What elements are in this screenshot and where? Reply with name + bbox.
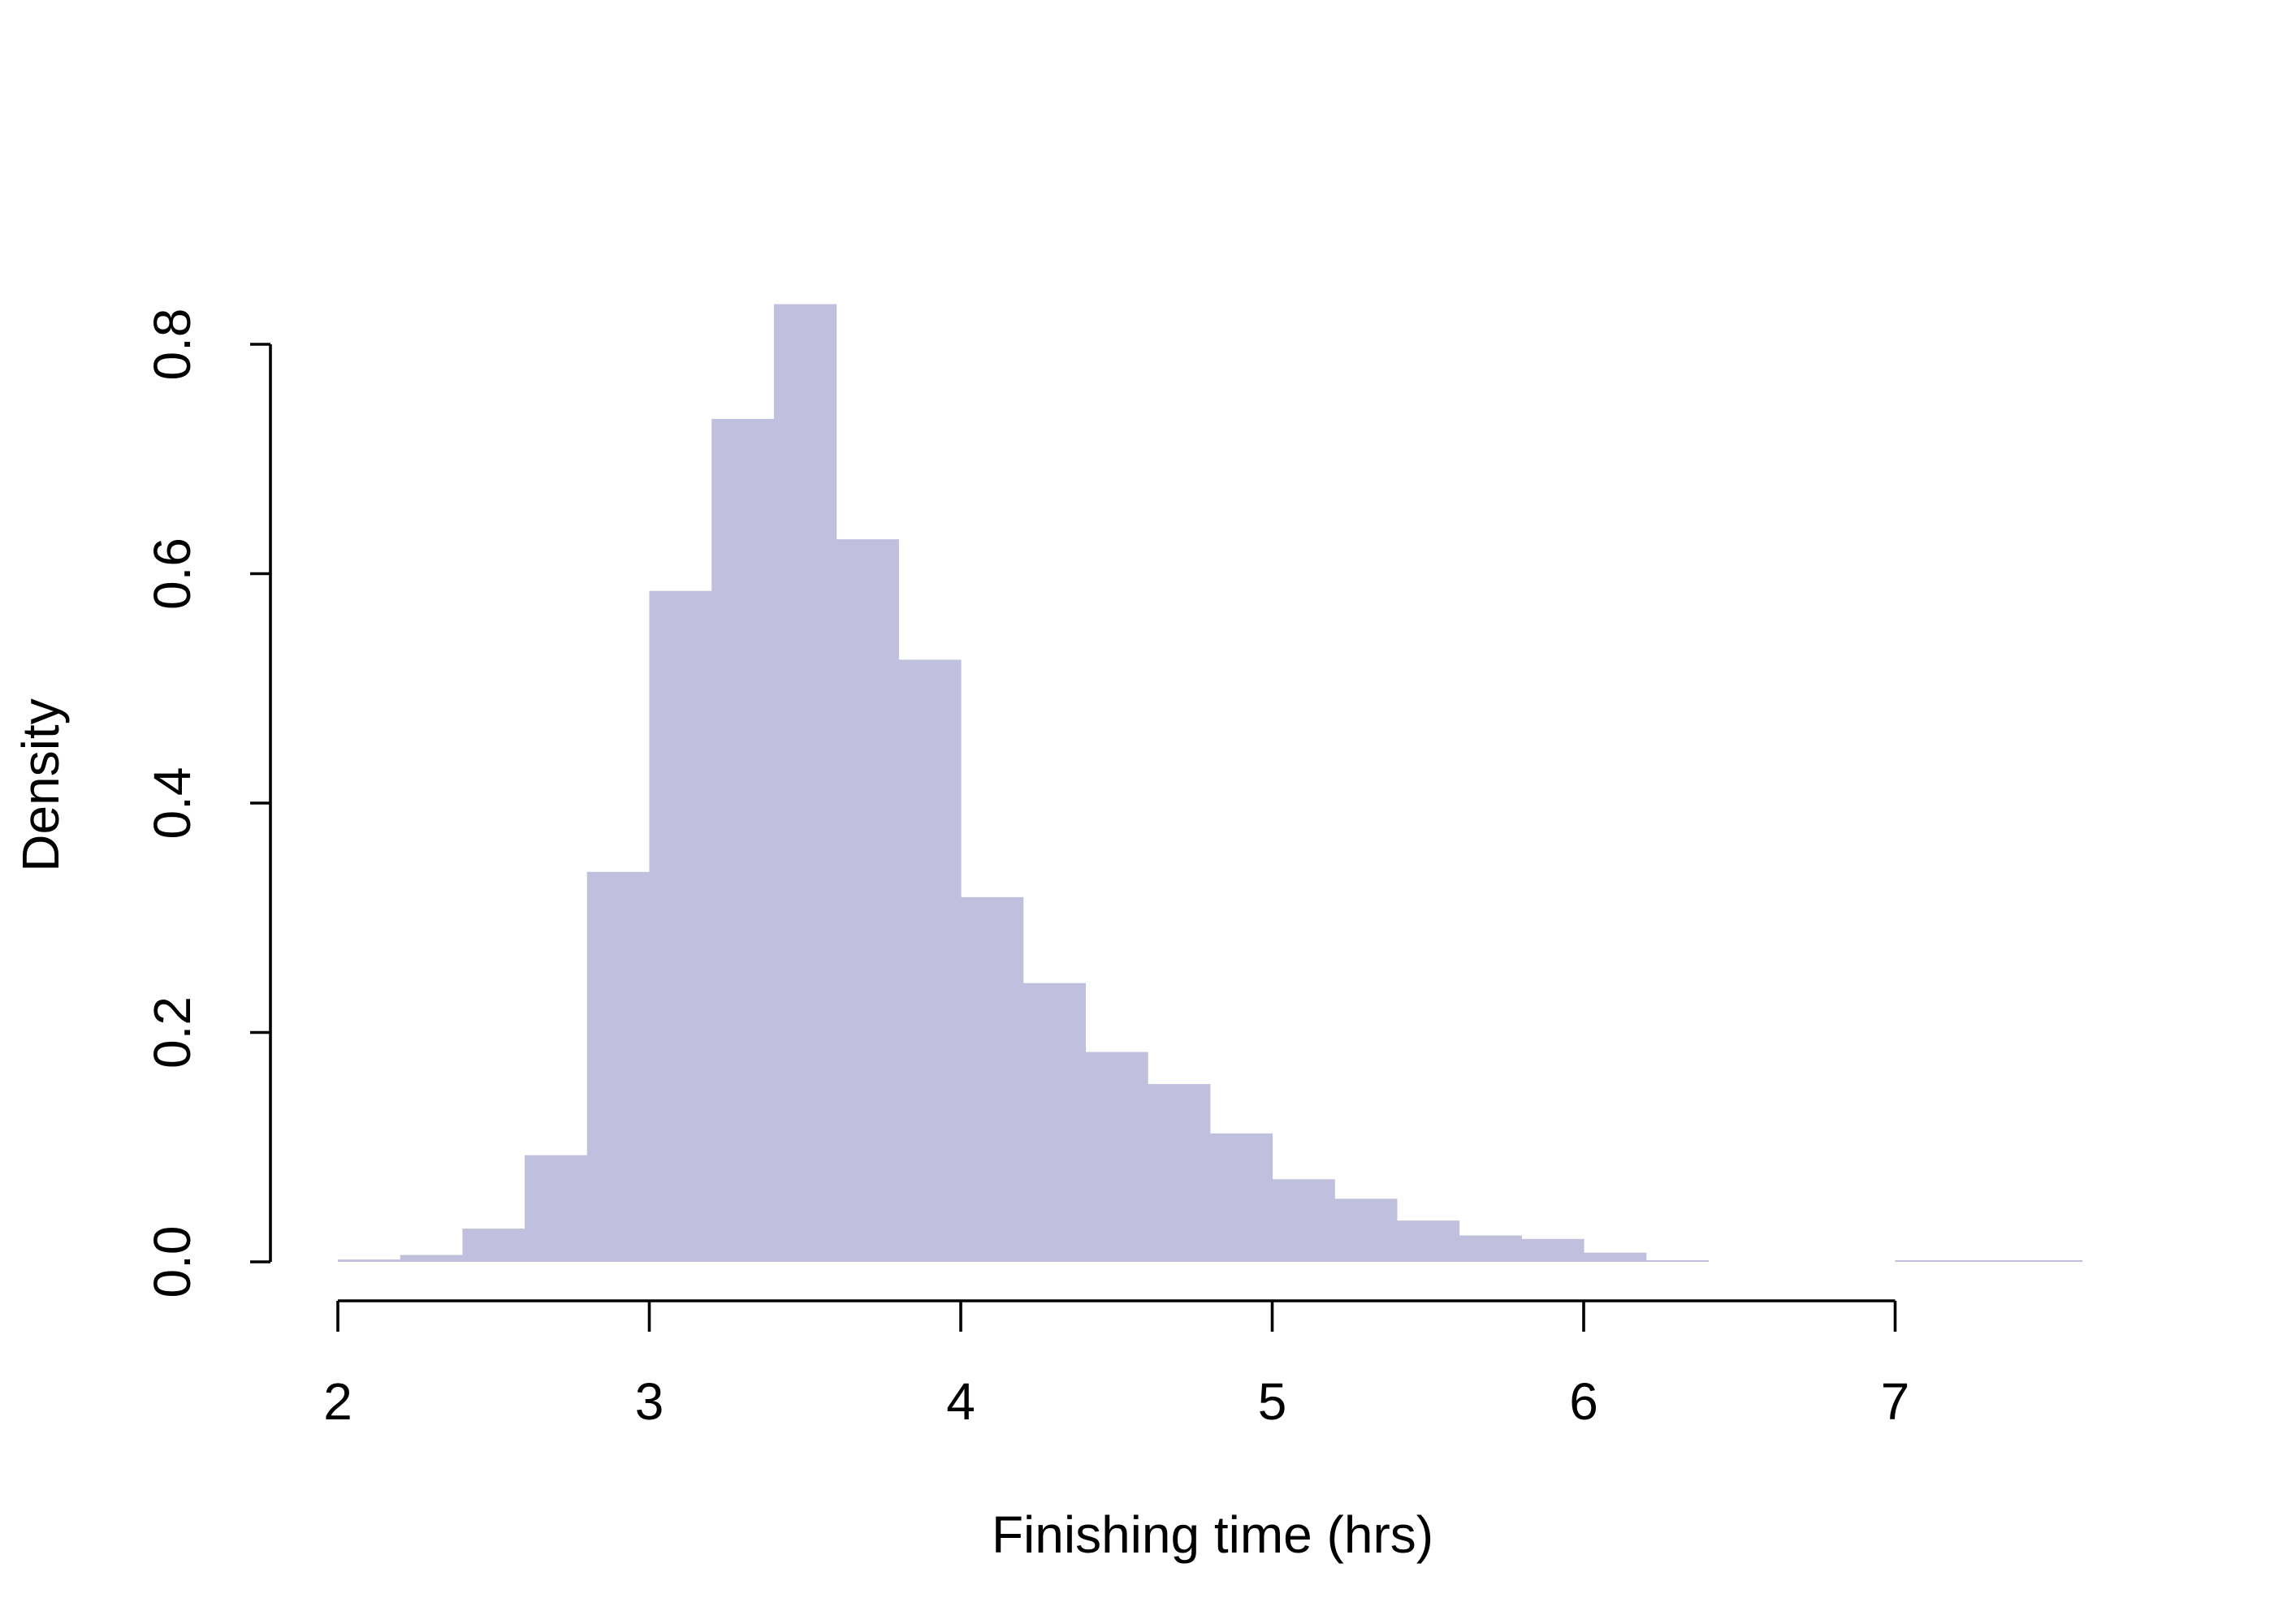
x-tick-label: 7 (1881, 1372, 1910, 1431)
histogram-bar (1584, 1252, 1647, 1262)
x-tick-label: 5 (1258, 1372, 1287, 1431)
histogram-bar (586, 871, 651, 1262)
histogram-bar (400, 1255, 463, 1262)
y-tick-label: 0.6 (143, 538, 201, 610)
y-tick-label: 0.4 (143, 767, 201, 840)
histogram-bar (711, 418, 775, 1262)
histogram-bar (836, 539, 899, 1263)
y-tick-label: 0.0 (143, 1226, 201, 1298)
x-axis-title: Finishing time (hrs) (992, 1505, 1433, 1564)
histogram-bar (1334, 1199, 1398, 1262)
x-tick-label: 3 (635, 1372, 664, 1431)
x-axis-ticks: 2 3 4 5 6 7 (323, 1301, 1909, 1431)
x-tick-label: 2 (323, 1372, 352, 1431)
histogram-bar (2019, 1260, 2083, 1262)
histogram-bar (1645, 1260, 1709, 1262)
x-tick-label: 4 (946, 1372, 975, 1431)
histogram-bar (773, 304, 837, 1262)
y-tick-label: 0.2 (143, 996, 201, 1069)
histogram-bar (1459, 1235, 1522, 1262)
histogram-bar (649, 590, 712, 1262)
histogram-bar (1148, 1084, 1211, 1262)
histogram-bar (1895, 1260, 1958, 1262)
y-tick-label: 0.8 (143, 309, 201, 381)
histogram-bar (1272, 1179, 1335, 1262)
histogram-bar (1521, 1238, 1584, 1262)
x-tick-label: 6 (1569, 1372, 1598, 1431)
histogram-bar (1209, 1133, 1273, 1262)
histogram-bar (1396, 1220, 1460, 1262)
bars-layer (338, 304, 2083, 1263)
y-axis-title: Density (11, 698, 70, 871)
histogram-bar (961, 896, 1024, 1262)
histogram-bar (525, 1155, 588, 1262)
histogram-bar (1022, 983, 1086, 1262)
histogram-bar (898, 659, 962, 1262)
y-axis-ticks: 0.0 0.2 0.4 0.6 0.8 (143, 309, 270, 1298)
histogram-bar (338, 1259, 401, 1262)
histogram-bar (1085, 1052, 1148, 1262)
histogram-bar (1957, 1260, 2021, 1262)
histogram-bar (462, 1229, 525, 1262)
